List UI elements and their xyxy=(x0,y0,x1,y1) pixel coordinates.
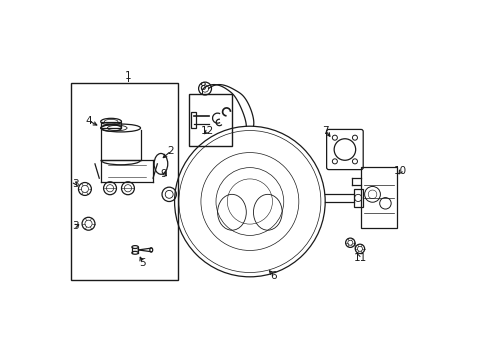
Text: 5: 5 xyxy=(139,258,145,268)
Text: 4: 4 xyxy=(85,116,92,126)
Bar xyxy=(70,83,178,280)
Text: 3: 3 xyxy=(72,179,79,189)
Bar xyxy=(360,167,396,228)
Bar xyxy=(353,189,362,207)
Bar xyxy=(101,122,121,128)
Text: 2: 2 xyxy=(167,145,174,156)
Bar xyxy=(191,112,195,128)
Text: 3: 3 xyxy=(72,221,79,231)
Text: 7: 7 xyxy=(321,126,328,135)
Text: 10: 10 xyxy=(393,166,406,176)
Text: 9: 9 xyxy=(160,168,167,179)
Bar xyxy=(188,94,231,146)
Text: 6: 6 xyxy=(270,271,277,281)
Text: 8: 8 xyxy=(199,82,205,93)
Text: 11: 11 xyxy=(353,253,366,263)
Text: 12: 12 xyxy=(201,126,214,135)
Text: 1: 1 xyxy=(124,71,131,81)
